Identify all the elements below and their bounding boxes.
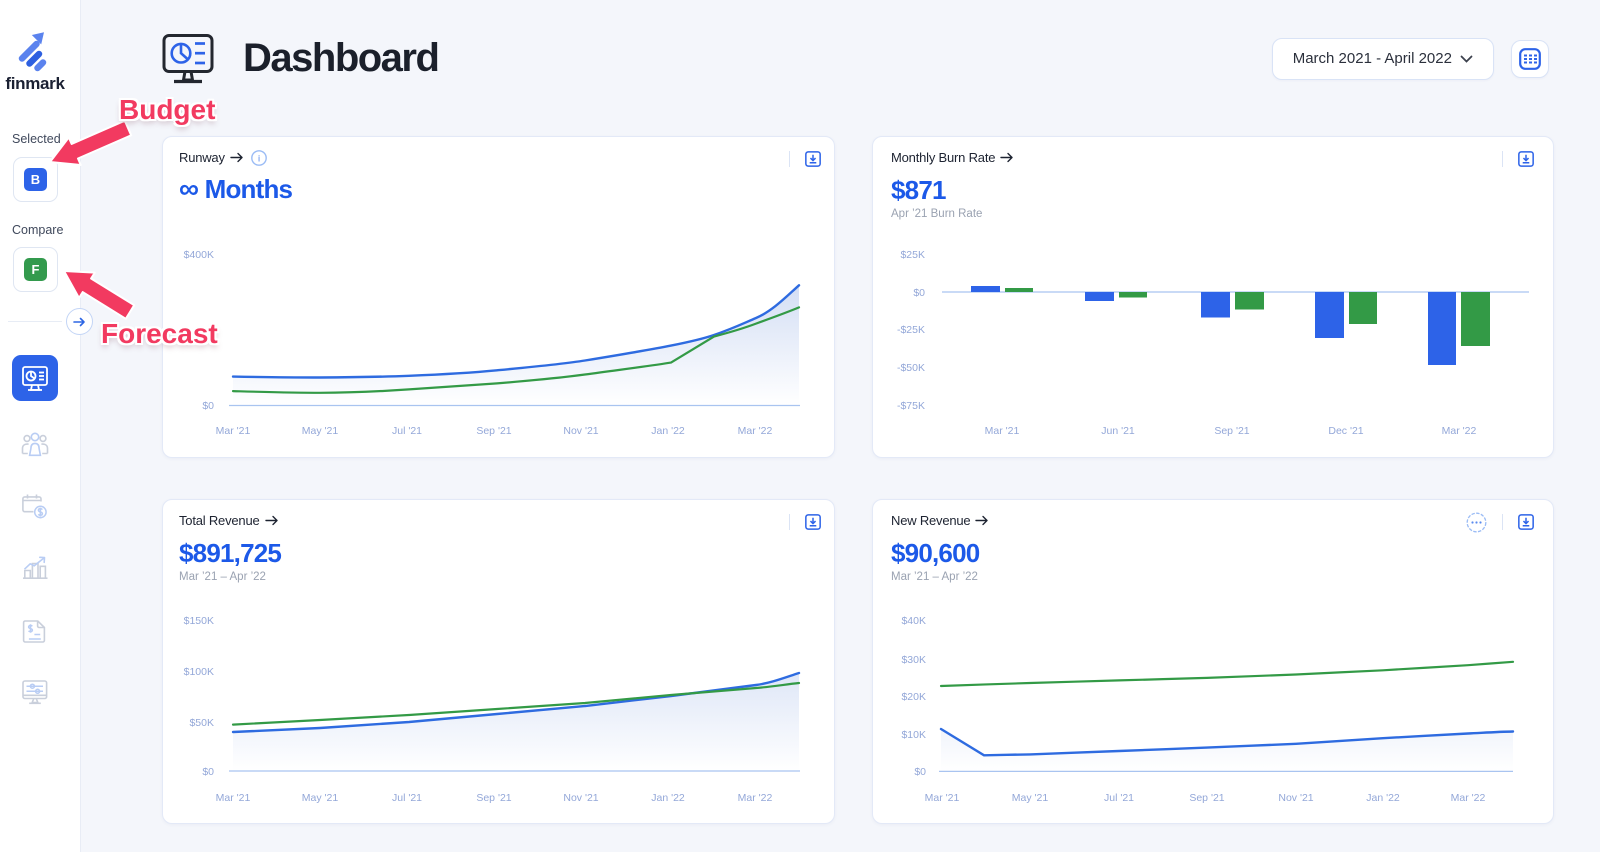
svg-text:Sep '21: Sep '21 — [476, 425, 511, 437]
svg-text:$30K: $30K — [901, 654, 926, 666]
svg-text:Dec '21: Dec '21 — [1328, 425, 1363, 437]
svg-text:$150K: $150K — [184, 615, 214, 627]
svg-text:Jul '21: Jul '21 — [392, 425, 422, 437]
svg-text:$40K: $40K — [901, 615, 926, 627]
svg-text:Nov '21: Nov '21 — [563, 792, 598, 804]
svg-text:Nov '21: Nov '21 — [563, 425, 598, 437]
svg-text:-$50K: -$50K — [897, 362, 925, 374]
svg-text:Sep '21: Sep '21 — [1189, 792, 1224, 804]
svg-text:-$75K: -$75K — [897, 400, 925, 412]
svg-text:$0: $0 — [913, 287, 925, 299]
svg-text:May '21: May '21 — [302, 425, 339, 437]
svg-text:Nov '21: Nov '21 — [1278, 792, 1313, 804]
svg-text:Jul '21: Jul '21 — [1104, 792, 1134, 804]
svg-text:-$25K: -$25K — [897, 324, 925, 336]
svg-text:Mar '21: Mar '21 — [925, 792, 960, 804]
svg-text:May '21: May '21 — [302, 792, 339, 804]
svg-text:Mar '21: Mar '21 — [216, 792, 251, 804]
svg-text:Mar '21: Mar '21 — [216, 425, 251, 437]
svg-text:$50K: $50K — [189, 717, 214, 729]
svg-text:$100K: $100K — [184, 666, 214, 678]
svg-text:Jun '21: Jun '21 — [1101, 425, 1135, 437]
svg-text:Mar '22: Mar '22 — [1451, 792, 1486, 804]
svg-text:May '21: May '21 — [1012, 792, 1049, 804]
svg-text:Sep '21: Sep '21 — [476, 792, 511, 804]
svg-text:$400K: $400K — [184, 249, 214, 261]
svg-text:$0: $0 — [202, 766, 214, 778]
svg-text:i: i — [258, 154, 260, 165]
svg-text:$0: $0 — [202, 400, 214, 412]
svg-text:$10K: $10K — [901, 729, 926, 741]
svg-text:Jan '22: Jan '22 — [651, 792, 685, 804]
svg-text:Jul '21: Jul '21 — [392, 792, 422, 804]
svg-text:Jan '22: Jan '22 — [651, 425, 685, 437]
svg-text:Mar '22: Mar '22 — [738, 792, 773, 804]
svg-text:Sep '21: Sep '21 — [1214, 425, 1249, 437]
svg-text:Jan '22: Jan '22 — [1366, 792, 1400, 804]
svg-text:Mar '22: Mar '22 — [738, 425, 773, 437]
svg-text:$20K: $20K — [901, 691, 926, 703]
svg-text:Mar '22: Mar '22 — [1442, 425, 1477, 437]
svg-text:$0: $0 — [914, 766, 926, 778]
svg-text:$25K: $25K — [900, 249, 925, 261]
svg-text:Mar '21: Mar '21 — [985, 425, 1020, 437]
